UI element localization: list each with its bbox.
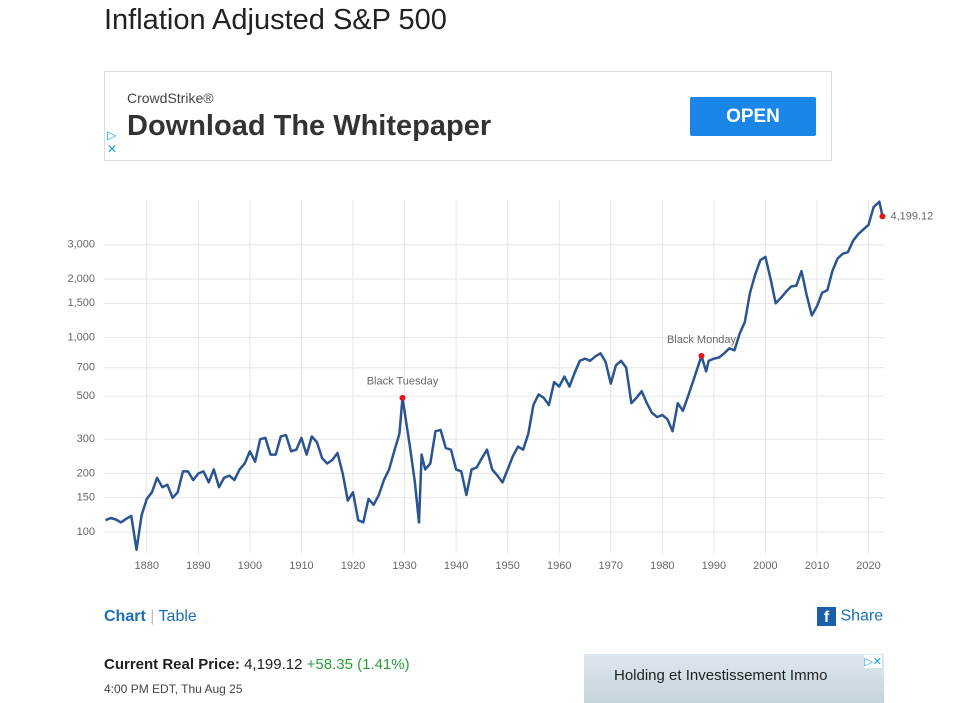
x-tick-label: 1940 (444, 560, 468, 572)
ad2-icons[interactable]: ▷✕ (864, 655, 882, 668)
price-change: +58.35 (1.41%) (306, 656, 410, 673)
x-tick-label: 1980 (650, 560, 674, 572)
price-time: 4:00 PM EDT, Thu Aug 25 (104, 682, 243, 696)
x-tick-label: 1890 (186, 560, 210, 572)
y-tick-label: 100 (77, 526, 95, 538)
end-label: 4,199.12 (890, 210, 933, 222)
price-line: Current Real Price: 4,199.12 +58.35 (1.4… (104, 656, 410, 673)
page-title: Inflation Adjusted S&P 500 (104, 4, 447, 36)
x-tick-label: 1900 (238, 560, 262, 572)
end-dot (879, 213, 886, 220)
price-label: Current Real Price: (104, 656, 240, 673)
y-tick-label: 300 (77, 433, 95, 445)
ad2-box[interactable]: Holding et Investissement Immo ▷✕ (584, 654, 884, 703)
y-tick-label: 3,000 (67, 239, 95, 251)
y-tick-label: 700 (77, 362, 95, 374)
annotation-dot (698, 352, 705, 359)
y-tick-label: 2,000 (67, 273, 95, 285)
x-tick-label: 1970 (599, 560, 623, 572)
ad-headline: Download The Whitepaper (127, 110, 492, 142)
data-line (105, 200, 884, 552)
tab-table[interactable]: Table (158, 608, 197, 625)
x-tick-label: 2000 (753, 560, 777, 572)
x-tick-label: 1930 (392, 560, 416, 572)
x-tick-label: 1990 (702, 560, 726, 572)
ad-box[interactable]: CrowdStrike® Download The Whitepaper OPE… (104, 71, 832, 161)
x-tick-label: 1880 (135, 560, 159, 572)
x-tick-label: 1960 (547, 560, 571, 572)
x-tick-label: 1910 (289, 560, 313, 572)
tab-chart[interactable]: Chart (104, 608, 146, 625)
ad2-text: Holding et Investissement Immo (614, 667, 828, 684)
y-tick-label: 1,500 (67, 297, 95, 309)
tabs: Chart | Table (104, 608, 197, 625)
chart: 100 150 200 300 500 700 1,000 1,500 2,000 3,000 18… (67, 200, 933, 572)
x-tick-label: 1950 (495, 560, 519, 572)
x-tick-label: 1920 (341, 560, 365, 572)
x-tick-label: 2020 (856, 560, 880, 572)
price-value: 4,199.12 (244, 656, 303, 673)
ad-button[interactable]: OPEN (690, 97, 816, 136)
share[interactable]: f Share (817, 607, 883, 626)
annotation-dot (399, 394, 406, 401)
ad-brand: CrowdStrike® (127, 90, 214, 106)
y-tick-label: 1,000 (67, 331, 95, 343)
share-label: Share (840, 607, 884, 625)
y-tick-label: 500 (77, 390, 95, 402)
y-tick-label: 200 (77, 467, 95, 479)
annotation-label: Black Monday (667, 334, 737, 346)
ad-icons[interactable]: ▷ ✕ (107, 128, 118, 156)
y-tick-label: 150 (77, 492, 95, 504)
annotation-label: Black Tuesday (367, 376, 439, 388)
x-tick-label: 2010 (805, 560, 829, 572)
